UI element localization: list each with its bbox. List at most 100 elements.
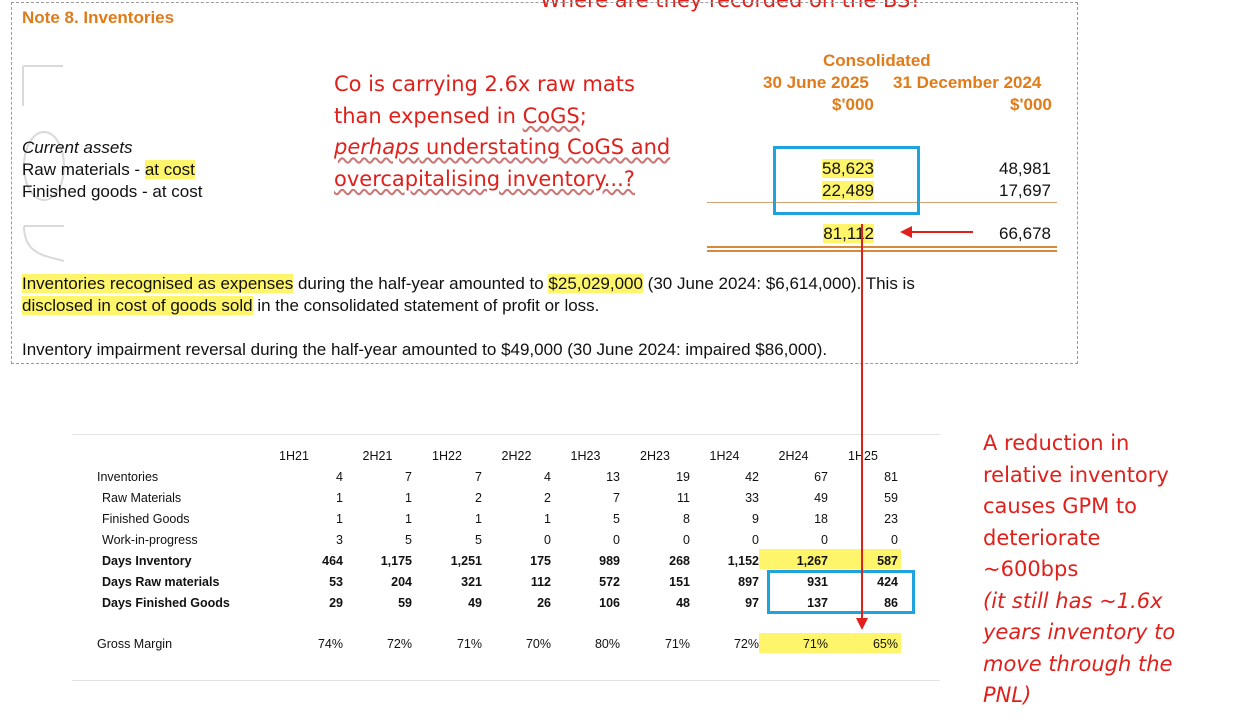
column-header: 1H23 [570,448,601,463]
table-cell: 424 [877,574,898,589]
table-cell: 70% [525,636,551,651]
column-header: 1H22 [432,448,462,463]
table-cell: 49 [814,490,828,505]
column-header: 2H23 [640,448,670,463]
table-cell: 48 [676,595,690,610]
row-label: Days Inventory [102,553,192,568]
subtotal-rule [707,202,1057,203]
table-row: Days Finished Goods 29 59 49 26 106 48 97 137 86 [97,592,898,613]
row-label: Inventories [97,469,159,484]
table-cell: 71% [664,636,690,651]
consolidated-label: Consolidated [823,51,931,70]
table-cell: 42 [745,469,759,484]
table-cell: 49 [468,595,482,610]
table-cell: 2 [544,490,551,505]
table-cell: 71% [456,636,482,651]
table-cell: 67 [814,469,828,484]
table-cell: 19 [676,469,690,484]
finished-goods-2025: 22,489 [822,181,874,200]
table-cell: 4 [544,469,551,484]
table-cell: 53 [329,574,343,589]
table-cell: 74% [317,636,343,651]
table-cell: 65% [872,636,898,651]
table-header-row: 1H212H211H222H221H232H231H242H241H25 [97,445,898,466]
table-cell: 897 [738,574,759,589]
table-cell: 86 [884,595,898,610]
inventory-metrics-table: 1H212H211H222H221H232H231H242H241H25Inve… [97,445,898,654]
table-cell: 33 [745,490,759,505]
table-cell: 18 [814,511,828,526]
total-rule-2 [707,250,1057,252]
table-cell: 151 [669,574,690,589]
annotation-gpm: A reduction in relative inventory causes… [983,431,1176,707]
table-row: Finished Goods 1 1 1 1 5 8 9 18 23 [97,508,898,529]
table-cell: 71% [802,636,828,651]
table-cell: 1 [544,511,551,526]
table-row: Inventories 4 7 7 4 13 19 42 67 81 [97,466,898,487]
table-cell: 106 [599,595,620,610]
column-header: 1H24 [709,448,740,463]
expense-paragraph: Inventories recognised as expenses durin… [22,274,915,293]
table-cell: 0 [683,532,690,547]
section-label: Current assets [22,138,133,157]
table-cell: 1 [405,511,412,526]
row-label: Raw Materials [102,490,182,505]
header-blank [97,445,245,466]
table-cell: 23 [884,511,898,526]
total-rule-1 [707,246,1057,248]
table-cell: 1 [336,511,343,526]
table-cell: 0 [544,532,551,547]
table-cell: 931 [807,574,828,589]
table-cell: 5 [475,532,482,547]
raw-materials-2024: 48,981 [999,159,1051,178]
table-cell: 4 [336,469,343,484]
table-cell: 3 [336,532,343,547]
table-row: Raw Materials 1 1 2 2 7 11 33 49 59 [97,487,898,508]
table-cell: 1 [405,490,412,505]
cut-off-annotation: Where are they recorded on the BS? [540,0,922,12]
table-cell: 0 [821,532,828,547]
finished-goods-label: Finished goods - at cost [22,182,203,201]
table-cell: 59 [884,490,898,505]
table-cell: 29 [329,595,343,610]
table-cell: 97 [745,595,759,610]
table-cell: 72% [386,636,412,651]
finished-goods-2024: 17,697 [999,181,1051,200]
table-cell: 8 [683,511,690,526]
table-cell: 1 [336,490,343,505]
table-cell: 572 [599,574,620,589]
raw-materials-label: Raw materials - at cost [22,160,195,179]
row-label: Finished Goods [102,511,190,526]
highlight-box-balance [773,146,920,215]
note-title: Note 8. Inventories [22,8,175,27]
table-cell: 1 [475,511,482,526]
days-inventory-highlight [759,549,901,569]
note-frame [11,2,1078,364]
total-2024: 66,678 [999,224,1051,243]
table-cell: 112 [530,574,551,589]
table-cell: 1,251 [450,553,482,568]
table-top-rule [72,434,940,435]
table-cell: 989 [599,553,620,568]
table-cell: 72% [733,636,759,651]
table-cell: 464 [322,553,343,568]
table-cell: 59 [398,595,412,610]
arrow-down-icon [856,224,868,630]
table-cell: 137 [807,595,828,610]
expense-paragraph-line2: disclosed in cost of goods sold in the c… [22,296,600,315]
table-row: Days Raw materials 53 204 321 112 572 151 897 93… [97,571,898,592]
table-cell: 13 [606,469,620,484]
col1-date: 30 June 2025 [763,73,869,92]
row-label: Gross Margin [97,636,173,651]
table-cell: 7 [613,490,620,505]
highlight-box-days [767,570,915,614]
table-cell: 80% [594,636,620,651]
table-cell: 1,175 [380,553,412,568]
column-header: 2H22 [501,448,532,463]
col2-unit: $'000 [1010,95,1052,114]
impairment-paragraph: Inventory impairment reversal during the… [22,340,828,359]
table-cell: 175 [530,553,551,568]
table-cell: 2 [475,490,482,505]
row-label: Days Raw materials [102,574,220,589]
table-row: Days Inventory 464 1,175 1,251 175 989 268 1,15… [97,550,898,571]
